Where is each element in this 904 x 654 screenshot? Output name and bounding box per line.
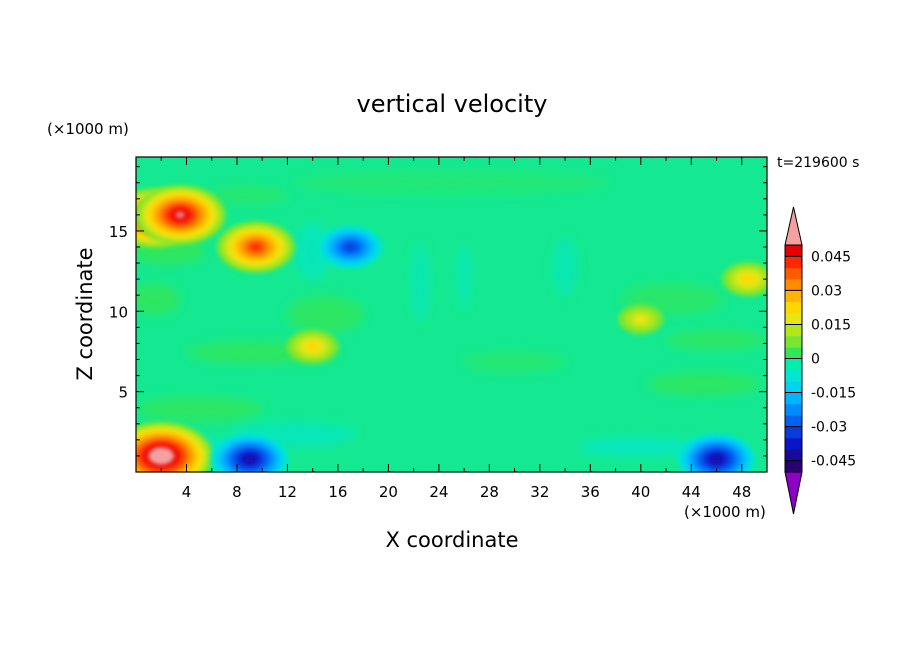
field-band [136, 396, 263, 422]
x-tick-label: 20 [379, 483, 398, 501]
x-tick-label: 12 [278, 483, 297, 501]
colorbar-segment [785, 460, 802, 473]
colorbar-segment [785, 290, 802, 303]
y-axis: 5 10 15 [109, 166, 767, 457]
field-band [456, 245, 472, 309]
x-tick-label: 36 [581, 483, 600, 501]
contour-level [633, 314, 649, 325]
field-band [647, 372, 761, 395]
downdraft-cell [318, 225, 384, 269]
field-band [211, 185, 288, 205]
field-band [464, 352, 566, 372]
updraft-cell [216, 221, 295, 273]
colorbar-segment [785, 313, 802, 325]
chart-title: vertical velocity [357, 90, 548, 118]
colorbar-segment [785, 426, 802, 439]
contour-level [345, 243, 356, 251]
colorbar-tick-label: 0 [811, 352, 820, 368]
colorbar-segment [785, 245, 802, 257]
colorbar-segment [785, 415, 802, 427]
y-tick-label: 10 [109, 303, 128, 321]
x-tick-label: 4 [182, 483, 192, 501]
contour-level [741, 274, 755, 284]
colorbar-segment [785, 256, 802, 269]
velocity-field [136, 169, 767, 472]
colorbar-tick-label: 0.03 [811, 283, 842, 299]
y-unit-label: (×1000 m) [47, 120, 129, 138]
colorbar-tick-label: 0.045 [811, 249, 851, 265]
downdraft-cell [210, 433, 289, 472]
x-tick-label: 28 [480, 483, 499, 501]
field-band [410, 245, 430, 321]
contour-level [306, 342, 320, 351]
updraft-cell [618, 304, 664, 335]
colorbar-tick-label: -0.03 [811, 420, 847, 436]
x-tick-label: 32 [530, 483, 549, 501]
updraft-cell [136, 185, 226, 245]
colorbar-segment [785, 279, 802, 291]
x-tick-label: 24 [429, 483, 448, 501]
colorbar-segment [785, 335, 802, 348]
time-label: t=219600 s [777, 155, 859, 171]
field-band [287, 295, 364, 334]
colorbar-tick-label: -0.015 [811, 386, 856, 402]
x-axis: 4 8 12 16 20 24 28 32 36 40 44 48 [160, 157, 751, 501]
contour-level [156, 453, 166, 459]
x-tick-label: 48 [732, 483, 751, 501]
colorbar-segment [785, 358, 802, 371]
contour-level [251, 243, 261, 251]
colorbar-segment [785, 449, 802, 462]
field-band [552, 238, 578, 296]
y-tick-label: 5 [118, 384, 128, 402]
colorbar-segment [785, 403, 802, 416]
x-tick-label: 8 [232, 483, 242, 501]
plot-frame [135, 156, 768, 473]
colorbar: 0.045 0.03 0.015 0 -0.015 -0.03 -0.045 [784, 206, 856, 515]
colorbar-tick-label: 0.015 [811, 317, 851, 333]
colorbar-segment [785, 347, 802, 359]
colorbar-segment [785, 301, 802, 314]
contour-level [244, 455, 255, 463]
y-axis-label: Z coordinate [73, 247, 97, 380]
field-band [666, 330, 767, 350]
updraft-cell [136, 421, 214, 472]
colorbar-under-triangle [784, 471, 803, 515]
x-tick-label: 16 [328, 483, 347, 501]
colorbar-tick-label: -0.045 [811, 454, 856, 470]
field-band [293, 169, 610, 195]
colorbar-over-triangle [784, 206, 803, 246]
colorbar-segment [785, 369, 802, 382]
updraft-cell [722, 262, 767, 297]
colorbar-segment [785, 381, 802, 393]
contour-level [711, 455, 722, 463]
x-unit-label: (×1000 m) [684, 503, 766, 521]
y-tick-label: 15 [109, 223, 128, 241]
updraft-cell [286, 329, 339, 364]
x-tick-label: 40 [631, 483, 650, 501]
contour-level [175, 211, 185, 218]
field-band [136, 283, 181, 315]
colorbar-segment [785, 267, 802, 280]
x-axis-label: X coordinate [385, 528, 518, 552]
colorbar-segment [785, 392, 802, 405]
colorbar-segment [785, 324, 802, 337]
colorbar-segment [785, 437, 802, 450]
field-band [577, 437, 704, 457]
x-tick-label: 44 [682, 483, 701, 501]
downdraft-cell [677, 433, 756, 472]
